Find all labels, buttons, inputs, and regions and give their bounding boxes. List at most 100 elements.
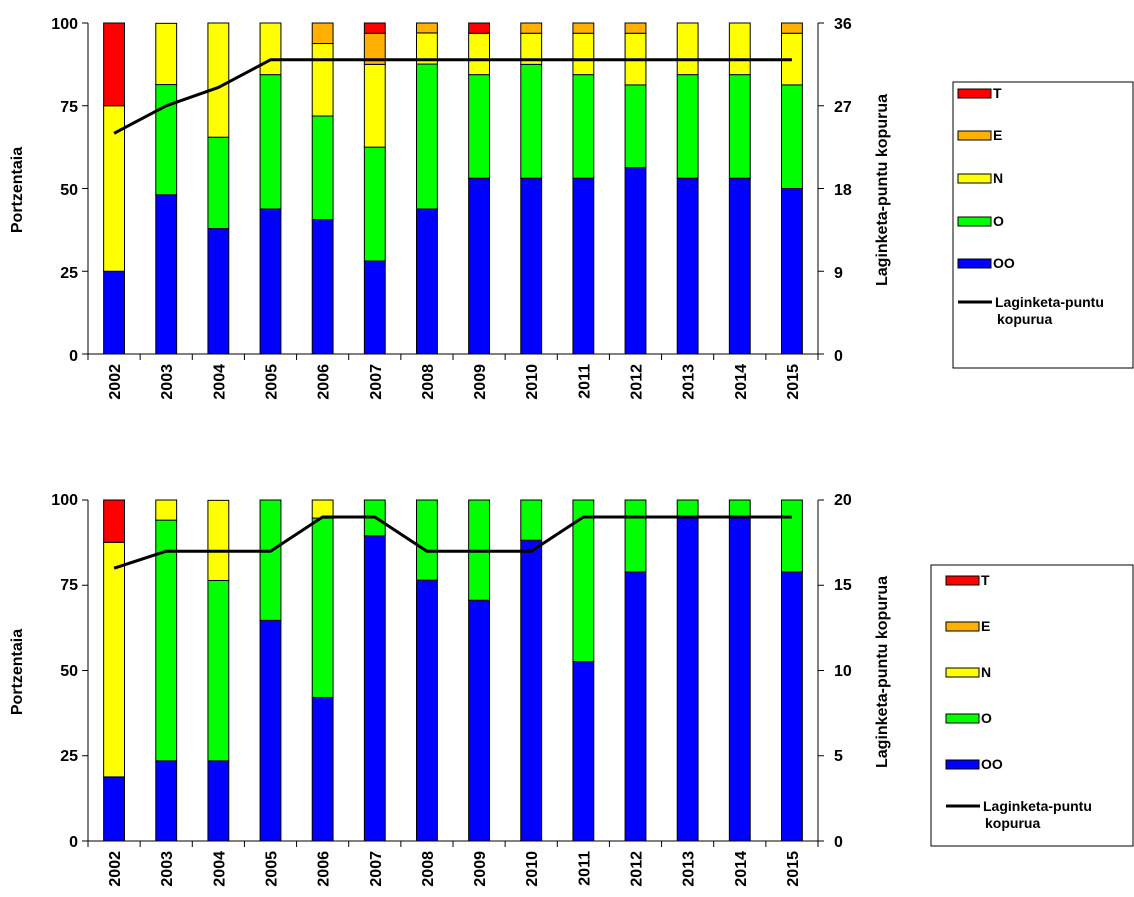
bar-segment-O-2015 (781, 499, 803, 573)
x-tick-label: 2006 (316, 364, 333, 400)
bar-segment-N-2003 (155, 499, 178, 521)
bar-segment-O-2013 (676, 74, 699, 179)
bar-segment-O-2006 (311, 115, 334, 221)
bar-segment-N-2005 (259, 22, 282, 76)
bar-segment-O-2010 (520, 499, 543, 541)
legend-swatch-O (957, 216, 992, 227)
x-tick-label: 2006 (316, 851, 333, 887)
bar-segment-O-2004 (207, 136, 230, 230)
bar-segment-E-2006 (311, 22, 334, 45)
series-line-laginketa-puntu-kopurua (113, 58, 792, 135)
legend-swatch-E (945, 621, 980, 632)
bar-segment-O-2005 (259, 499, 282, 621)
chart-2-legend: T E N O OO Laginketa-puntu kopurua (930, 564, 1134, 847)
chart-1-y-tick-label: 0 (69, 348, 78, 365)
legend-swatch-T (957, 88, 992, 99)
chart-1-y2-tick-label: 27 (834, 99, 852, 116)
bar-segment-T-2002 (103, 22, 126, 107)
bar-segment-O-2014 (728, 74, 751, 179)
bar-segment-E-2011 (572, 22, 595, 34)
legend-label-T: T (981, 572, 990, 588)
chart-1-plot: 2002 2003 2004 2005 2006 2007 2008 2009 2010 2011… (82, 22, 824, 400)
x-tick-label: 2010 (524, 364, 541, 400)
bar-segment-OO-2008 (416, 579, 438, 842)
x-tick-label: 2012 (629, 364, 646, 400)
chart-2-y2-tick-label: 15 (834, 577, 852, 594)
bar-segment-O-2012 (624, 499, 647, 573)
legend-label-O: O (993, 213, 1004, 229)
chart-1-y-axis-label: Portzentaia (9, 147, 26, 233)
bar-segment-O-2011 (572, 499, 595, 663)
x-tick-label: 2005 (264, 851, 281, 887)
legend-label-E: E (993, 127, 1002, 143)
x-tick-label: 2009 (472, 364, 489, 400)
legend-swatch-N (957, 173, 992, 184)
series-line-laginketa-puntu-kopurua (113, 515, 792, 570)
bar-segment-O-2015 (781, 84, 803, 189)
bar-segment-N-2004 (207, 22, 230, 138)
bar-segment-N-2013 (676, 22, 699, 76)
bar-segment-T-2009 (468, 22, 490, 34)
bar-segment-OO-2006 (311, 696, 334, 842)
chart-1-y2-tick-label: 9 (834, 265, 843, 282)
chart-1-y-tick-label: 100 (51, 16, 78, 33)
bar-segment-O-2011 (572, 74, 595, 179)
bar-segment-OO-2006 (311, 219, 334, 355)
bar-segment-N-2011 (572, 32, 595, 76)
x-tick-label: 2003 (159, 364, 176, 400)
legend-swatch-OO (945, 759, 980, 770)
bar-segment-OO-2008 (416, 208, 438, 355)
chart-1-y2-axis-label: Laginketa-puntu kopurua (874, 94, 891, 286)
bar-segment-N-2014 (728, 22, 751, 76)
x-tick-label: 2002 (107, 851, 124, 887)
x-tick-label: 2009 (472, 851, 489, 887)
legend-label-O: O (981, 710, 992, 726)
chart-1-y-tick-label: 50 (60, 182, 78, 199)
bar-segment-N-2009 (468, 32, 490, 76)
legend-label-line: Laginketa-puntu (995, 294, 1104, 310)
bar-segment-OO-2012 (624, 167, 647, 355)
x-tick-label: 2013 (681, 364, 698, 400)
legend-swatch-T (945, 575, 980, 586)
x-tick-label: 2004 (211, 851, 228, 887)
x-tick-label: 2014 (733, 851, 750, 887)
chart-1-y2-tick-label: 36 (834, 16, 852, 33)
legend-label-N: N (981, 664, 991, 680)
bar-segment-N-2002 (103, 541, 126, 778)
x-tick-label: 2005 (264, 364, 281, 400)
bar-segment-O-2014 (728, 499, 751, 519)
bar-segment-OO-2013 (676, 177, 699, 355)
x-tick-label: 2003 (159, 851, 176, 887)
x-tick-label: 2015 (785, 364, 802, 400)
bar-segment-OO-2009 (468, 177, 490, 355)
chart-1-legend: T E N O OO Laginketa-puntu kopurua (952, 81, 1134, 369)
x-tick-label: 2008 (420, 364, 437, 400)
bar-segment-N-2003 (155, 22, 178, 86)
chart-2-y-tick-label: 100 (51, 492, 78, 509)
bar-segment-O-2010 (520, 63, 543, 179)
legend-swatch-E (957, 130, 992, 141)
bar-segment-E-2012 (624, 22, 647, 34)
legend-swatch-OO (957, 258, 992, 269)
bar-segment-OO-2004 (207, 760, 230, 842)
chart-2-y2-tick-label: 0 (834, 834, 843, 851)
bar-segment-OO-2007 (363, 260, 386, 355)
bar-segment-N-2006 (311, 499, 334, 519)
bar-segment-O-2008 (416, 63, 438, 210)
bar-segment-OO-2015 (781, 188, 803, 355)
bar-segment-OO-2005 (259, 619, 282, 842)
legend-label-OO: OO (981, 756, 1003, 772)
bar-segment-O-2008 (416, 499, 438, 581)
bar-segment-OO-2013 (676, 517, 699, 842)
bar-segment-N-2004 (207, 499, 230, 581)
chart-1-y2-tick-label: 18 (834, 182, 852, 199)
x-tick-label: 2011 (576, 851, 593, 886)
chart-1-y2-tick-label: 0 (834, 348, 843, 365)
bar-segment-E-2015 (781, 22, 803, 34)
bar-segment-O-2012 (624, 84, 647, 169)
x-tick-label: 2013 (681, 851, 698, 887)
chart-1-y-tick-label: 75 (60, 99, 78, 116)
x-tick-label: 2007 (368, 851, 385, 887)
x-tick-label: 2015 (785, 851, 802, 887)
chart-2-y2-tick-label: 5 (834, 748, 843, 765)
